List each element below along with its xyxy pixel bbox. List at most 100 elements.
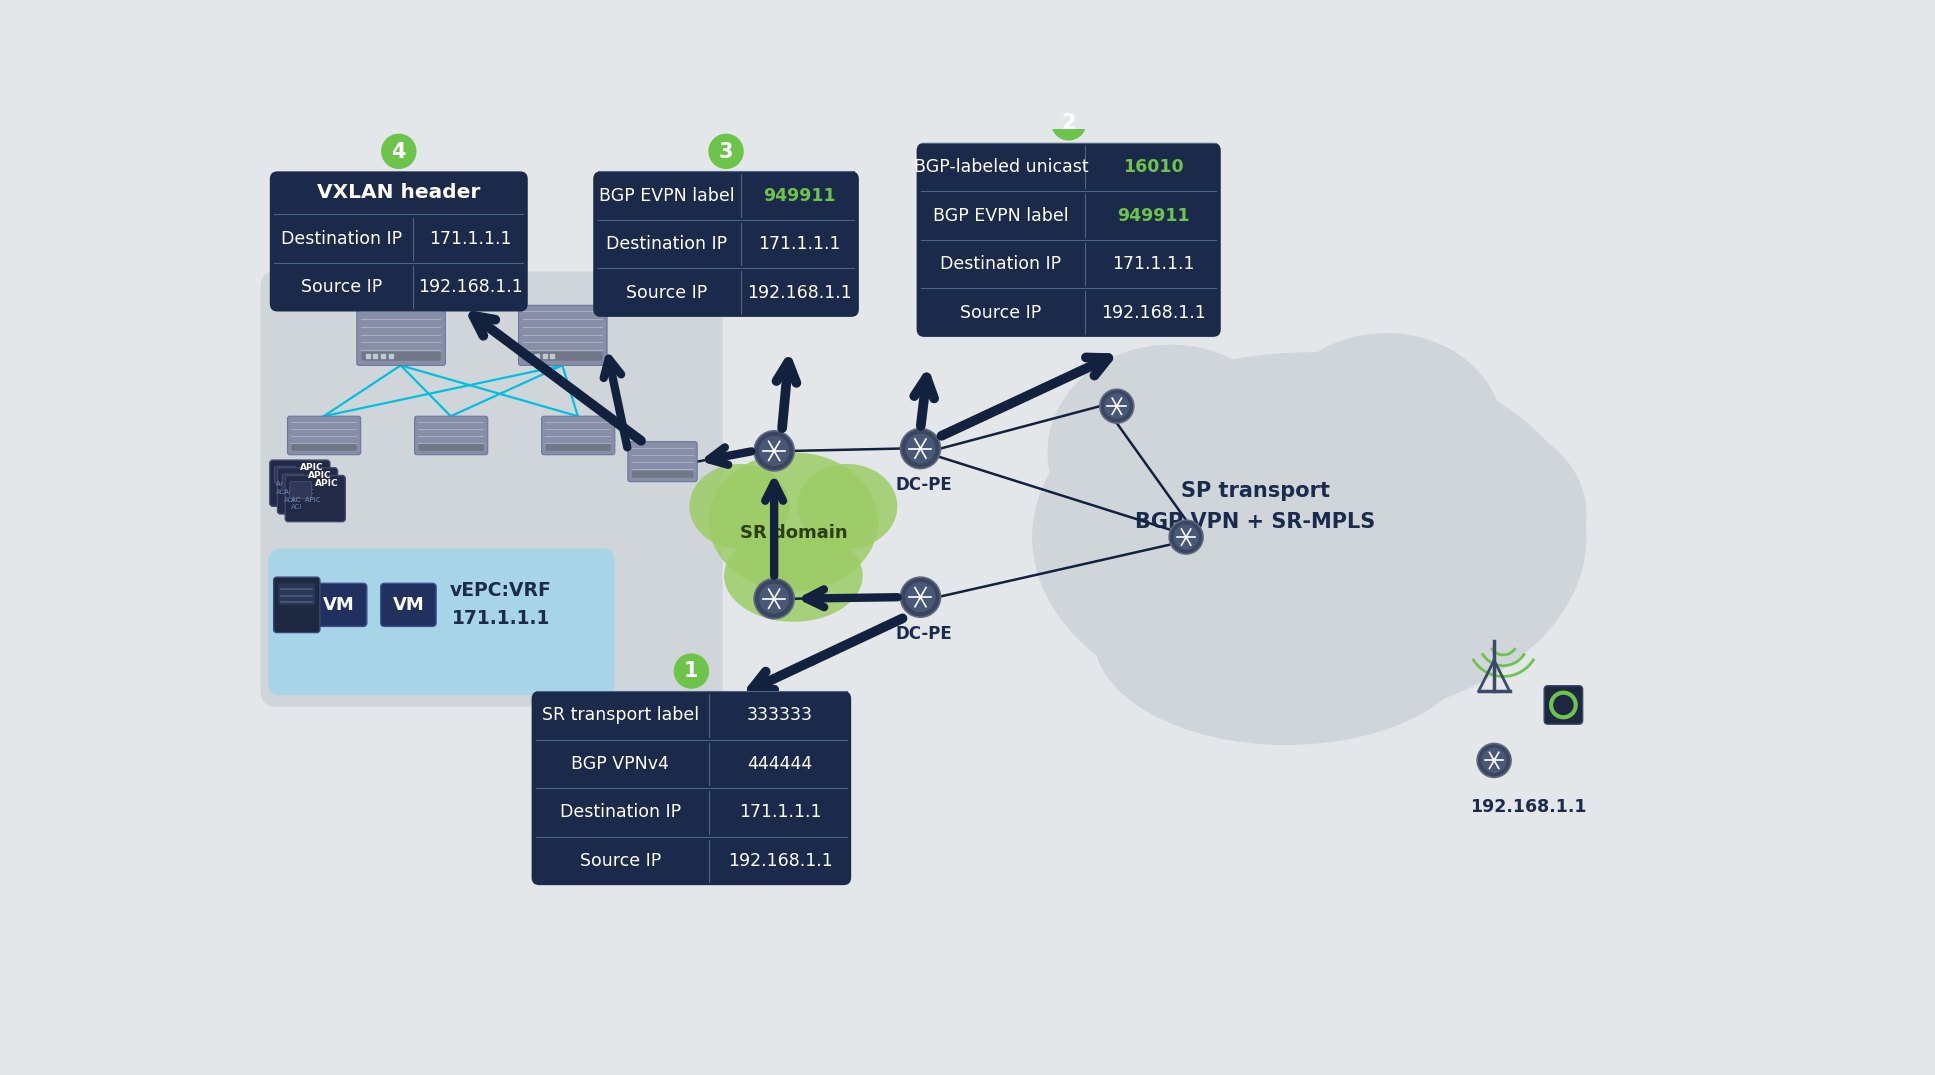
Ellipse shape: [1093, 529, 1478, 745]
Text: AC  APIC: AC APIC: [284, 489, 313, 494]
FancyBboxPatch shape: [522, 352, 602, 361]
Text: AC  APIC: AC APIC: [277, 482, 306, 487]
Ellipse shape: [1047, 345, 1295, 560]
Circle shape: [759, 584, 789, 614]
Text: Source IP: Source IP: [300, 278, 381, 297]
Text: 171.1.1.1: 171.1.1.1: [1113, 255, 1194, 273]
Text: SR transport label: SR transport label: [542, 706, 699, 725]
FancyBboxPatch shape: [269, 548, 615, 694]
Ellipse shape: [1370, 421, 1587, 606]
FancyBboxPatch shape: [627, 442, 697, 482]
Text: 192.168.1.1: 192.168.1.1: [418, 278, 522, 297]
Text: SR domain: SR domain: [739, 525, 848, 542]
FancyBboxPatch shape: [288, 416, 360, 455]
Text: 192.168.1.1: 192.168.1.1: [728, 851, 832, 870]
Text: 2: 2: [1062, 113, 1076, 133]
Text: ACI: ACI: [292, 504, 302, 511]
FancyBboxPatch shape: [283, 474, 304, 491]
Text: Destination IP: Destination IP: [559, 803, 681, 821]
Text: Source IP: Source IP: [960, 303, 1041, 321]
FancyBboxPatch shape: [631, 471, 693, 477]
Text: ACI: ACI: [284, 497, 294, 503]
Text: DC-PE: DC-PE: [896, 625, 952, 643]
Text: 171.1.1.1: 171.1.1.1: [430, 230, 511, 247]
FancyBboxPatch shape: [532, 691, 851, 885]
Text: AC  APIC: AC APIC: [292, 497, 321, 503]
FancyBboxPatch shape: [273, 577, 319, 632]
Text: 4: 4: [391, 142, 406, 161]
Text: 1: 1: [685, 661, 699, 682]
Circle shape: [1169, 520, 1204, 554]
FancyBboxPatch shape: [356, 305, 445, 366]
FancyBboxPatch shape: [269, 171, 528, 312]
FancyBboxPatch shape: [261, 272, 722, 706]
Text: DC-PE: DC-PE: [896, 476, 952, 495]
Ellipse shape: [1031, 353, 1587, 722]
Circle shape: [1051, 105, 1086, 141]
FancyBboxPatch shape: [275, 467, 296, 483]
Text: ACI: ACI: [277, 489, 288, 494]
Text: BGP EVPN label: BGP EVPN label: [600, 187, 735, 204]
Text: BGP VPNv4: BGP VPNv4: [571, 755, 670, 773]
Text: VM: VM: [323, 596, 354, 614]
Text: 444444: 444444: [747, 755, 813, 773]
Text: vEPC:VRF
171.1.1.1: vEPC:VRF 171.1.1.1: [449, 582, 551, 629]
Circle shape: [1476, 744, 1511, 777]
Text: Destination IP: Destination IP: [940, 255, 1062, 273]
Text: BGP EVPN label: BGP EVPN label: [933, 206, 1068, 225]
FancyBboxPatch shape: [1544, 686, 1583, 725]
FancyBboxPatch shape: [279, 584, 315, 605]
Text: 171.1.1.1: 171.1.1.1: [739, 803, 820, 821]
Text: VXLAN header: VXLAN header: [317, 184, 480, 202]
Text: 171.1.1.1: 171.1.1.1: [759, 235, 842, 253]
Ellipse shape: [689, 464, 789, 548]
Text: APIC: APIC: [315, 478, 339, 487]
Circle shape: [755, 431, 793, 471]
Text: Source IP: Source IP: [627, 284, 708, 302]
Ellipse shape: [724, 529, 863, 621]
Circle shape: [906, 583, 935, 612]
Ellipse shape: [797, 464, 898, 548]
FancyBboxPatch shape: [292, 444, 356, 450]
FancyBboxPatch shape: [414, 416, 488, 455]
FancyBboxPatch shape: [917, 143, 1221, 336]
Circle shape: [900, 429, 940, 469]
FancyBboxPatch shape: [269, 460, 329, 506]
Text: Destination IP: Destination IP: [606, 235, 728, 253]
Circle shape: [1173, 525, 1200, 549]
Circle shape: [900, 577, 940, 617]
Circle shape: [1482, 748, 1507, 773]
FancyBboxPatch shape: [277, 468, 337, 514]
Ellipse shape: [708, 453, 878, 591]
FancyBboxPatch shape: [546, 444, 611, 450]
FancyBboxPatch shape: [312, 584, 368, 627]
Circle shape: [708, 133, 743, 169]
Text: 3: 3: [718, 142, 733, 161]
Text: SP transport
BGP VPN + SR-MPLS: SP transport BGP VPN + SR-MPLS: [1136, 481, 1376, 532]
Circle shape: [906, 433, 935, 463]
Text: 192.168.1.1: 192.168.1.1: [1101, 303, 1206, 321]
Circle shape: [759, 435, 789, 465]
FancyBboxPatch shape: [284, 475, 344, 521]
Text: 192.168.1.1: 192.168.1.1: [1471, 798, 1587, 816]
FancyBboxPatch shape: [381, 584, 435, 627]
Circle shape: [755, 578, 793, 619]
Circle shape: [1105, 393, 1130, 419]
Text: 333333: 333333: [747, 706, 813, 725]
Text: Source IP: Source IP: [580, 851, 662, 870]
Text: 949911: 949911: [764, 187, 836, 204]
Circle shape: [673, 654, 708, 689]
FancyBboxPatch shape: [594, 171, 859, 317]
Circle shape: [381, 133, 416, 169]
Text: BGP-labeled unicast: BGP-labeled unicast: [913, 158, 1087, 176]
Text: VM: VM: [393, 596, 424, 614]
FancyBboxPatch shape: [362, 352, 441, 361]
Text: APIC: APIC: [308, 471, 331, 479]
Text: Destination IP: Destination IP: [281, 230, 402, 247]
FancyBboxPatch shape: [418, 444, 484, 450]
Ellipse shape: [1271, 333, 1502, 526]
Text: 192.168.1.1: 192.168.1.1: [747, 284, 851, 302]
Text: APIC: APIC: [300, 463, 323, 472]
Text: 16010: 16010: [1122, 158, 1184, 176]
Text: 949911: 949911: [1116, 206, 1190, 225]
